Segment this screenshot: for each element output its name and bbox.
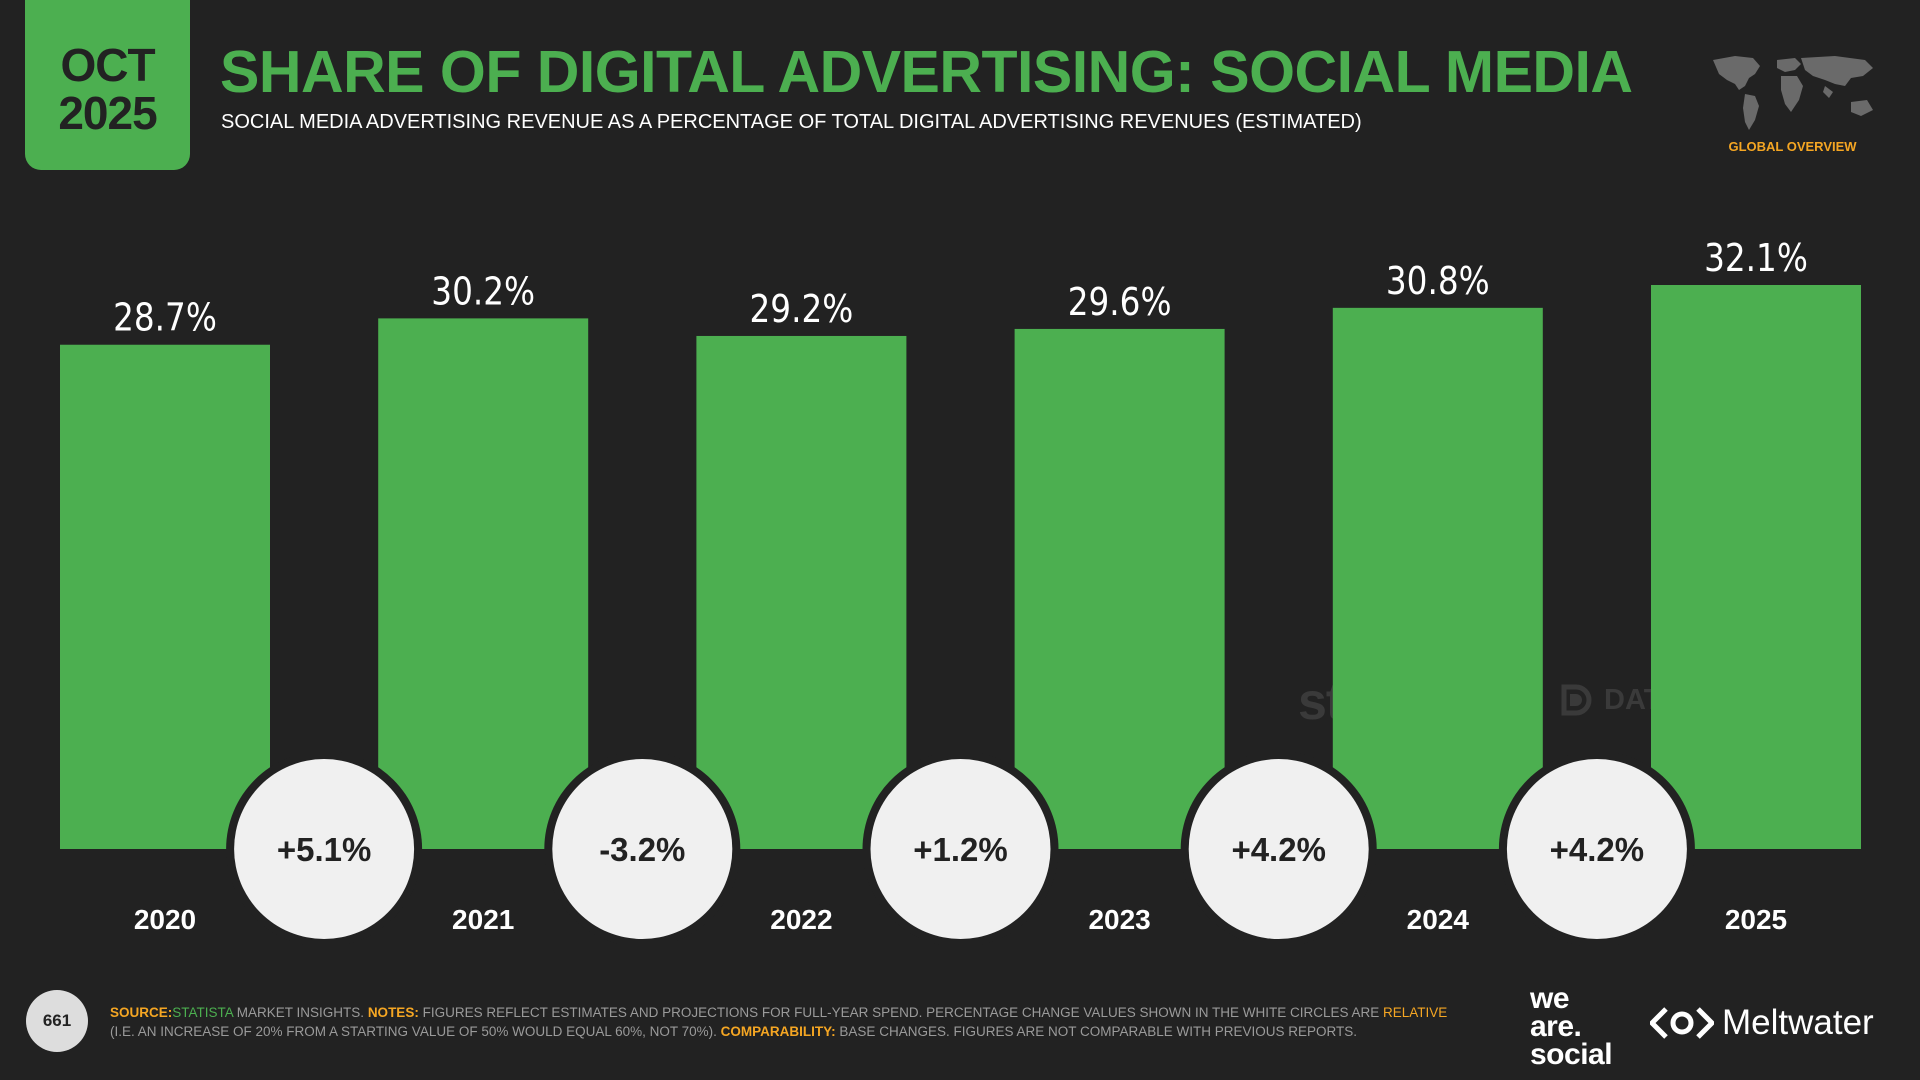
value-label-2020: 28.7% [113,296,217,340]
category-label-2022: 2022 [770,904,832,935]
we-are-social-logo: we are. social [1530,982,1613,1071]
notes-text: FIGURES REFLECT ESTIMATES AND PROJECTION… [418,1005,1383,1020]
value-label-2024: 30.8% [1386,260,1490,304]
bar-2025 [1651,285,1861,849]
footnote: SOURCE:STATISTA MARKET INSIGHTS. NOTES: … [110,1003,1470,1041]
bar-2020 [60,344,270,849]
date-month: OCT [60,39,155,91]
region-label: GLOBAL OVERVIEW [1728,139,1857,154]
category-label-2021: 2021 [452,904,514,935]
bar-2021 [378,318,589,849]
meltwater-logo: Meltwater [1650,1003,1874,1043]
change-circle [1506,759,1687,939]
bar-2024 [1332,307,1543,849]
change-label-2: -3.2% [599,831,685,868]
value-label-2021: 30.2% [431,270,535,314]
change-circle [870,759,1051,939]
value-label-2023: 29.6% [1068,281,1172,325]
brand-line-2: are. [1530,1010,1582,1043]
change-circle [234,759,415,939]
brand-line-1: we [1530,982,1570,1015]
change-circle [552,759,733,939]
comparability-text: BASE CHANGES. FIGURES ARE NOT COMPARABLE… [835,1024,1358,1039]
category-label-2023: 2023 [1088,904,1150,935]
meltwater-logo-icon [1650,1007,1714,1039]
category-label-2024: 2024 [1407,904,1470,935]
source-key: SOURCE: [110,1005,173,1020]
page-title: SHARE OF DIGITAL ADVERTISING: SOCIAL MED… [220,39,1633,105]
relative-label: RELATIVE [1382,1005,1448,1020]
category-label-2020: 2020 [134,904,196,935]
change-label-1: +5.1% [277,831,372,868]
bar-2022 [696,335,907,850]
page-subtitle: SOCIAL MEDIA ADVERTISING REVENUE AS A PE… [221,111,1362,133]
comparability-key: COMPARABILITY: [720,1024,836,1039]
change-label-5: +4.2% [1550,831,1645,868]
datareportal-logo-icon [1561,684,1592,716]
world-map-icon [1713,56,1873,130]
brand-line-3: social [1530,1038,1613,1071]
source-rest: MARKET INSIGHTS. [233,1005,368,1020]
date-badge: OCT 2025 [25,0,190,170]
bar-2023 [1014,328,1225,849]
value-label-2025: 32.1% [1704,237,1808,281]
partner-name: Meltwater [1722,1003,1874,1042]
value-label-2022: 29.2% [750,288,854,332]
source-name: STATISTA [172,1005,234,1020]
page-number: 661 [26,990,88,1052]
notes-tail: (I.E. AN INCREASE OF 20% FROM A STARTING… [110,1024,721,1039]
notes-key: NOTES: [367,1005,419,1020]
date-year: 2025 [58,87,157,139]
category-label-2025: 2025 [1725,904,1787,935]
change-circle [1188,759,1369,939]
change-label-4: +4.2% [1231,831,1326,868]
change-label-3: +1.2% [913,831,1008,868]
